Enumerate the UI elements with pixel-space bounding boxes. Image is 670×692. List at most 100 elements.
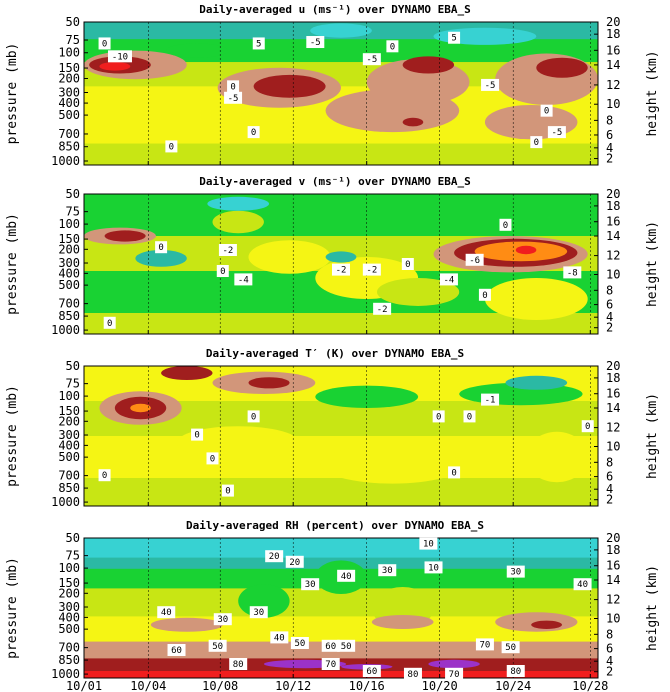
contour-label-box [475, 638, 494, 651]
contour-label: 0 [530, 136, 543, 149]
panel-1: Daily-averaged u (ms⁻¹) over DYNAMO EBA_… [5, 3, 660, 168]
contour-label-text: -4 [444, 275, 455, 285]
y-tick-label-right: 6 [606, 470, 613, 484]
contour-label-text: 50 [341, 642, 352, 652]
contour-label-text: -10 [112, 52, 128, 62]
contour-label-box [218, 244, 237, 256]
y-tick-label-left: 150 [58, 61, 80, 75]
heatmap-region [402, 56, 455, 74]
y-tick-label-left: 75 [66, 33, 80, 47]
contour-label-box [224, 91, 243, 104]
contour-label-box [386, 40, 399, 53]
contour-label-box [445, 667, 464, 680]
contour-label-text: 30 [305, 580, 316, 590]
heatmap-region [371, 615, 434, 629]
y-tick-label-right: 14 [606, 573, 620, 587]
heatmap-region [505, 375, 568, 390]
contour-label-box [362, 263, 381, 276]
contour-label-text: -5 [228, 94, 239, 104]
y-tick-label-right: 16 [606, 559, 620, 573]
contour-label: -2 [218, 244, 237, 256]
y-tick-label-right: 6 [606, 128, 613, 142]
contour-label-text: 50 [505, 643, 516, 653]
y-tick-label-right: 20 [606, 531, 620, 545]
y-axis-label: pressure (mb) [5, 43, 20, 145]
y-tick-label-right: 18 [606, 199, 620, 213]
contour-label: 0 [165, 140, 178, 153]
contour-label-box [424, 561, 443, 574]
contour-label: -10 [107, 50, 132, 63]
contour-label-text: 60 [366, 667, 377, 677]
y-tick-label-left: 100 [58, 561, 80, 575]
contour-label-box [540, 104, 553, 117]
y-tick-label-left: 50 [66, 187, 80, 201]
heatmap-region [248, 377, 290, 389]
contour-label-box [439, 273, 458, 286]
y-tick-label-right: 14 [606, 58, 620, 72]
contour-label-box [216, 265, 229, 277]
y-tick-label-left: 1000 [51, 323, 80, 337]
contour-label: 40 [337, 569, 356, 582]
contour-label: 80 [403, 667, 422, 680]
contour-label: 5 [448, 31, 461, 44]
contour-label-text: 0 [107, 319, 112, 329]
y-tick-label-right: 4 [606, 310, 613, 324]
y-tick-label-right: 2 [606, 493, 613, 507]
contour-label-box [332, 263, 350, 276]
y-tick-label-right: 8 [606, 283, 613, 297]
contour-label-box [362, 53, 381, 66]
y-tick-label-left: 150 [58, 232, 80, 246]
contour-label-box [265, 550, 284, 563]
contour-label-box [247, 126, 260, 139]
contour-label-text: 0 [210, 454, 215, 464]
contour-label: 70 [475, 638, 494, 651]
contour-label-box [98, 469, 111, 482]
contour-label: -5 [306, 36, 325, 49]
heatmap-region [531, 620, 563, 629]
contour-label-text: -8 [567, 268, 578, 278]
y-tick-label-right: 16 [606, 387, 620, 401]
contour-label-box [419, 537, 438, 550]
heatmap-field [84, 22, 598, 165]
contour-label-text: 30 [382, 566, 393, 576]
contour-label: -5 [362, 53, 381, 66]
heatmap-region [130, 403, 151, 413]
x-tick-label: 10/04 [130, 679, 166, 692]
contour-label-text: 0 [225, 487, 230, 497]
contour-label-box [337, 569, 356, 582]
contour-label-text: 30 [510, 568, 521, 578]
contour-label-text: 0 [436, 412, 441, 422]
contour-label-text: 0 [251, 128, 256, 138]
y-tick-label-right: 10 [606, 268, 620, 282]
contour-label-box [478, 288, 491, 301]
y-tick-label-right: 16 [606, 215, 620, 229]
contour-label: 50 [208, 639, 227, 652]
contour-label: -2 [332, 263, 350, 276]
contour-label-box [563, 266, 582, 279]
y-tick-label-left: 100 [58, 46, 80, 60]
contour-label: 50 [501, 641, 520, 654]
heatmap-region [253, 74, 326, 98]
contour-label-text: 0 [102, 471, 107, 481]
contour-label-text: 0 [451, 468, 456, 478]
y-tick-label-right: 8 [606, 455, 613, 469]
contour-label-text: -5 [551, 128, 562, 138]
contour-label-text: 60 [325, 642, 336, 652]
contour-label-box [448, 466, 461, 479]
y-tick-label-right: 6 [606, 298, 613, 312]
contour-label-text: 50 [212, 642, 223, 652]
y-tick-label-right: 4 [606, 482, 613, 496]
contour-label-text: 0 [169, 142, 174, 152]
heatmap-region [402, 117, 424, 127]
contour-label: 30 [506, 565, 525, 578]
contour-label-text: 0 [230, 82, 235, 92]
contour-label: 80 [229, 658, 248, 670]
panel-title: Daily-averaged RH (percent) over DYNAMO … [186, 519, 484, 532]
heatmap-region [150, 617, 223, 632]
contour-label-text: -2 [366, 266, 377, 276]
contour-label: 0 [448, 466, 461, 479]
contour-label: 40 [573, 578, 592, 591]
contour-label-box [337, 639, 356, 652]
contour-label: -5 [224, 91, 243, 104]
y-tick-label-right: 20 [606, 187, 620, 201]
